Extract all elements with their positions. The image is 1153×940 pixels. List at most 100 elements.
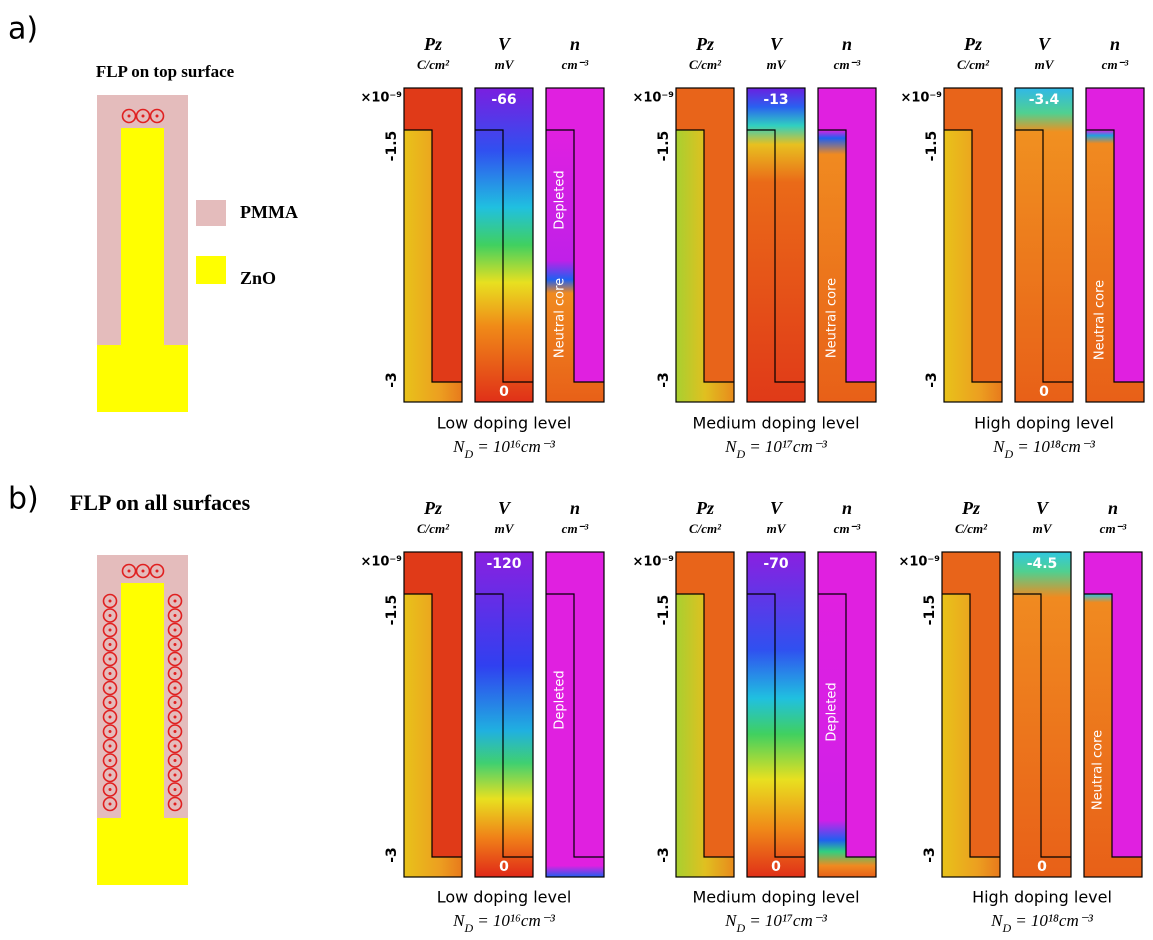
core-outline: [818, 129, 876, 383]
surface-charge-dot: [108, 614, 112, 617]
surface-charge-dot: [108, 788, 112, 791]
column-unit: mV: [1033, 521, 1053, 536]
column-symbol: V: [770, 34, 784, 54]
region-label: Neutral core: [1093, 280, 1108, 360]
column-unit: cm⁻³: [834, 57, 862, 72]
axis-tick: -1.5: [924, 131, 940, 162]
map-frame: [1085, 87, 1145, 403]
formula-symbol: N: [992, 437, 1006, 456]
surface-charge: [102, 637, 118, 652]
formula-value: = 10¹⁸cm⁻³: [1015, 911, 1094, 930]
surface-charge-dot: [108, 643, 112, 646]
formula-symbol: N: [452, 437, 466, 456]
surface-charge: [102, 608, 118, 623]
axis-tick: -1.5: [656, 131, 672, 162]
doping-formula: ND = 10¹⁶cm⁻³: [452, 437, 556, 461]
formula-subscript: D: [736, 447, 746, 461]
column-symbol: n: [570, 34, 580, 54]
core-outline: [747, 129, 805, 383]
map-frame: [817, 551, 877, 878]
exponent-label: ×10⁻⁹: [632, 555, 674, 570]
core-outline: [404, 129, 462, 383]
surface-charge-dot: [141, 569, 145, 573]
surface-charge-dot: [108, 730, 112, 733]
formula-subscript: D: [464, 447, 474, 461]
surface-charge-dot: [155, 114, 159, 118]
surface-charge-dot: [173, 773, 177, 777]
surface-charge-dot: [173, 599, 177, 603]
surface-charge: [167, 680, 183, 696]
surface-charge: [135, 563, 151, 579]
column-unit: cm⁻³: [562, 57, 590, 72]
surface-charge: [121, 108, 137, 124]
n-core: [1086, 130, 1144, 402]
core-outline: [818, 593, 876, 858]
formula-value: = 10¹⁸cm⁻³: [1017, 437, 1096, 456]
surface-charge-dot: [108, 802, 112, 806]
map-frame: [474, 551, 534, 878]
formula-subscript: D: [1004, 447, 1014, 461]
formula-symbol: N: [990, 911, 1004, 930]
surface-charge-dot: [108, 759, 112, 762]
v-bottom-value: 0: [499, 859, 509, 875]
n-core: [546, 130, 604, 402]
surface-charge-dot: [108, 657, 112, 661]
surface-charge: [167, 695, 183, 710]
map-frame: [746, 551, 806, 878]
column-symbol: Pz: [961, 498, 980, 518]
surface-charge-dot: [108, 773, 112, 777]
surface-charge-dot: [173, 643, 177, 646]
surface-charge-dot: [127, 569, 131, 573]
doping-formula: ND = 10¹⁶cm⁻³: [452, 911, 556, 935]
pz-core: [404, 594, 462, 877]
formula-value: = 10¹⁶cm⁻³: [477, 437, 556, 456]
v-top-value: -120: [486, 556, 521, 572]
v-top-value: -66: [491, 92, 516, 108]
exponent-label: ×10⁻⁹: [360, 555, 402, 570]
zno-swatch: [196, 256, 226, 284]
axis-tick: -3: [384, 372, 400, 388]
surface-charge-dot: [173, 614, 177, 617]
axis-tick: -1.5: [384, 131, 400, 162]
core-outline: [1013, 593, 1071, 858]
column-symbol: V: [1036, 498, 1050, 518]
surface-charge: [167, 753, 183, 768]
schematic-title: FLP on top surface: [96, 62, 235, 81]
n-core: [818, 594, 876, 877]
map-frame: [545, 551, 605, 878]
column-unit: C/cm²: [417, 57, 450, 72]
surface-charge: [102, 622, 118, 638]
doping-caption: High doping level: [974, 414, 1114, 433]
v-top-value: -13: [763, 92, 788, 108]
surface-charge: [167, 738, 183, 754]
surface-charge-dot: [173, 715, 177, 719]
column-symbol: Pz: [423, 498, 442, 518]
zno-pillar: [121, 128, 164, 345]
formula-value: = 10¹⁶cm⁻³: [477, 911, 556, 930]
doping-caption: Low doping level: [437, 414, 572, 433]
core-outline: [1086, 129, 1144, 383]
column-symbol: n: [842, 34, 852, 54]
doping-formula: ND = 10¹⁸cm⁻³: [992, 437, 1096, 461]
core-outline: [1084, 593, 1142, 858]
column-unit: cm⁻³: [834, 521, 862, 536]
column-unit: C/cm²: [957, 57, 990, 72]
surface-charge: [102, 680, 118, 696]
surface-charge: [102, 782, 118, 797]
column-unit: mV: [767, 57, 787, 72]
column-symbol: V: [770, 498, 784, 518]
column-symbol: n: [1110, 34, 1120, 54]
surface-charge-dot: [108, 701, 112, 704]
column-symbol: Pz: [695, 34, 714, 54]
surface-charge-dot: [173, 759, 177, 762]
column-unit: C/cm²: [417, 521, 450, 536]
surface-charge-dot: [108, 599, 112, 603]
map-frame: [403, 87, 463, 403]
doping-caption: High doping level: [972, 888, 1112, 907]
column-symbol: V: [1038, 34, 1052, 54]
surface-charge: [167, 622, 183, 638]
surface-charge-dot: [173, 628, 177, 632]
zno-pillar: [121, 583, 164, 818]
formula-symbol: N: [452, 911, 466, 930]
